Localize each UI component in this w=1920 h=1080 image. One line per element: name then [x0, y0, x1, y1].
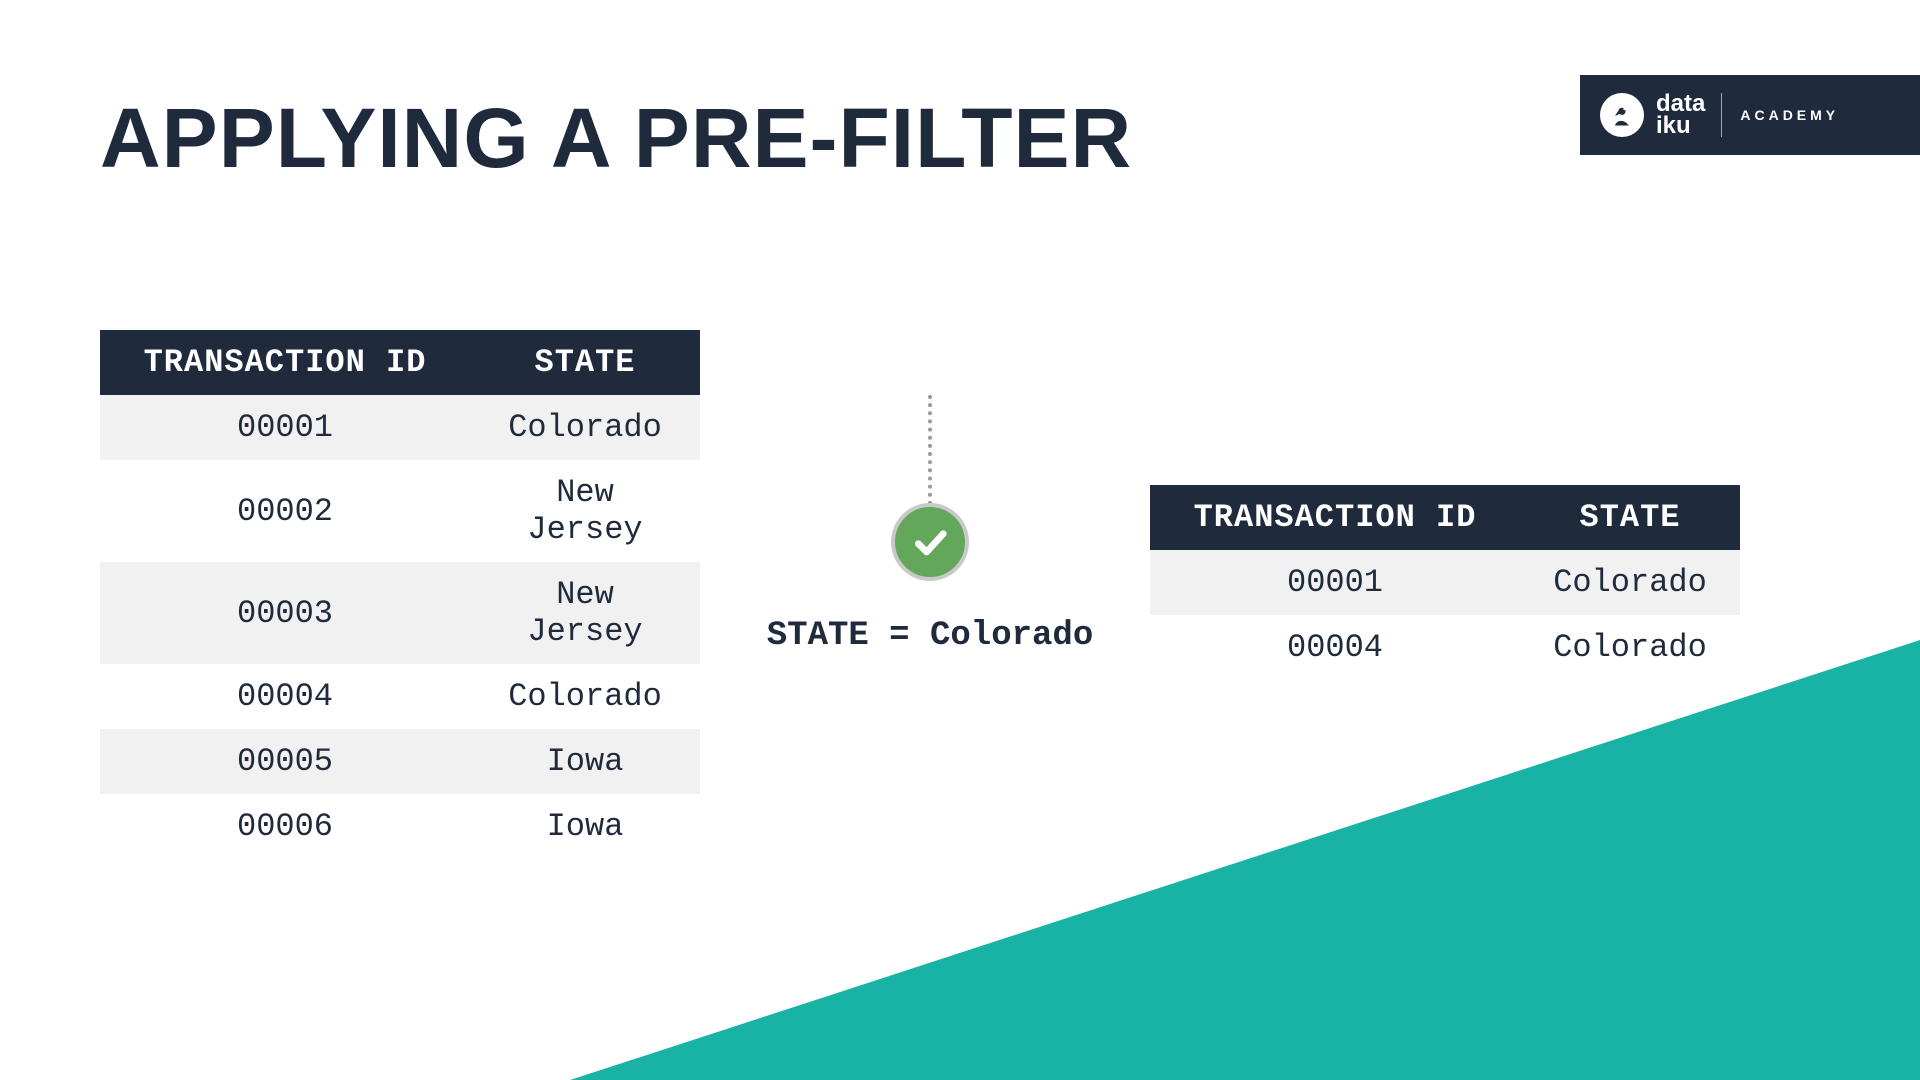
- table-cell: 00005: [100, 729, 470, 794]
- output-table: TRANSACTION ID STATE 00001Colorado00004C…: [1150, 485, 1740, 680]
- slide: APPLYING A PRE-FILTER data iku ACADEMY T…: [0, 0, 1920, 1080]
- table-cell: Colorado: [470, 664, 700, 729]
- table-row: 00001Colorado: [100, 395, 700, 460]
- brand-wordmark: data iku: [1656, 93, 1705, 136]
- input-table: TRANSACTION ID STATE 00001Colorado00002N…: [100, 330, 700, 859]
- table-cell: 00004: [1150, 615, 1520, 680]
- brand-logo-icon: [1600, 93, 1644, 137]
- table-cell: New Jersey: [470, 460, 700, 562]
- filter-indicator: STATE = Colorado: [750, 395, 1110, 655]
- input-table-body: 00001Colorado00002New Jersey00003New Jer…: [100, 395, 700, 859]
- table-cell: Colorado: [470, 395, 700, 460]
- table-row: 00002New Jersey: [100, 460, 700, 562]
- table-cell: Colorado: [1520, 615, 1740, 680]
- table-cell: Colorado: [1520, 550, 1740, 615]
- table-cell: New Jersey: [470, 562, 700, 664]
- table-row: 00003New Jersey: [100, 562, 700, 664]
- table-cell: 00001: [100, 395, 470, 460]
- page-title: APPLYING A PRE-FILTER: [100, 90, 1132, 187]
- decorative-triangle: [570, 640, 1920, 1080]
- brand-line2: iku: [1656, 115, 1705, 137]
- output-table-body: 00001Colorado00004Colorado: [1150, 550, 1740, 680]
- col-header: STATE: [1520, 485, 1740, 550]
- table-cell: 00001: [1150, 550, 1520, 615]
- table-cell: 00003: [100, 562, 470, 664]
- table-cell: 00006: [100, 794, 470, 859]
- table-row: 00001Colorado: [1150, 550, 1740, 615]
- brand-subtext: ACADEMY: [1740, 107, 1839, 123]
- check-icon: [891, 503, 969, 581]
- table-cell: Iowa: [470, 729, 700, 794]
- table-cell: 00004: [100, 664, 470, 729]
- table-row: 00004Colorado: [100, 664, 700, 729]
- table-row: 00005Iowa: [100, 729, 700, 794]
- table-cell: 00002: [100, 460, 470, 562]
- filter-expression: STATE = Colorado: [767, 617, 1093, 655]
- col-header: TRANSACTION ID: [1150, 485, 1520, 550]
- col-header: TRANSACTION ID: [100, 330, 470, 395]
- table-row: 00006Iowa: [100, 794, 700, 859]
- brand-divider: [1721, 93, 1722, 137]
- col-header: STATE: [470, 330, 700, 395]
- brand-badge: data iku ACADEMY: [1580, 75, 1920, 155]
- connector-line: [928, 395, 932, 505]
- table-row: 00004Colorado: [1150, 615, 1740, 680]
- table-cell: Iowa: [470, 794, 700, 859]
